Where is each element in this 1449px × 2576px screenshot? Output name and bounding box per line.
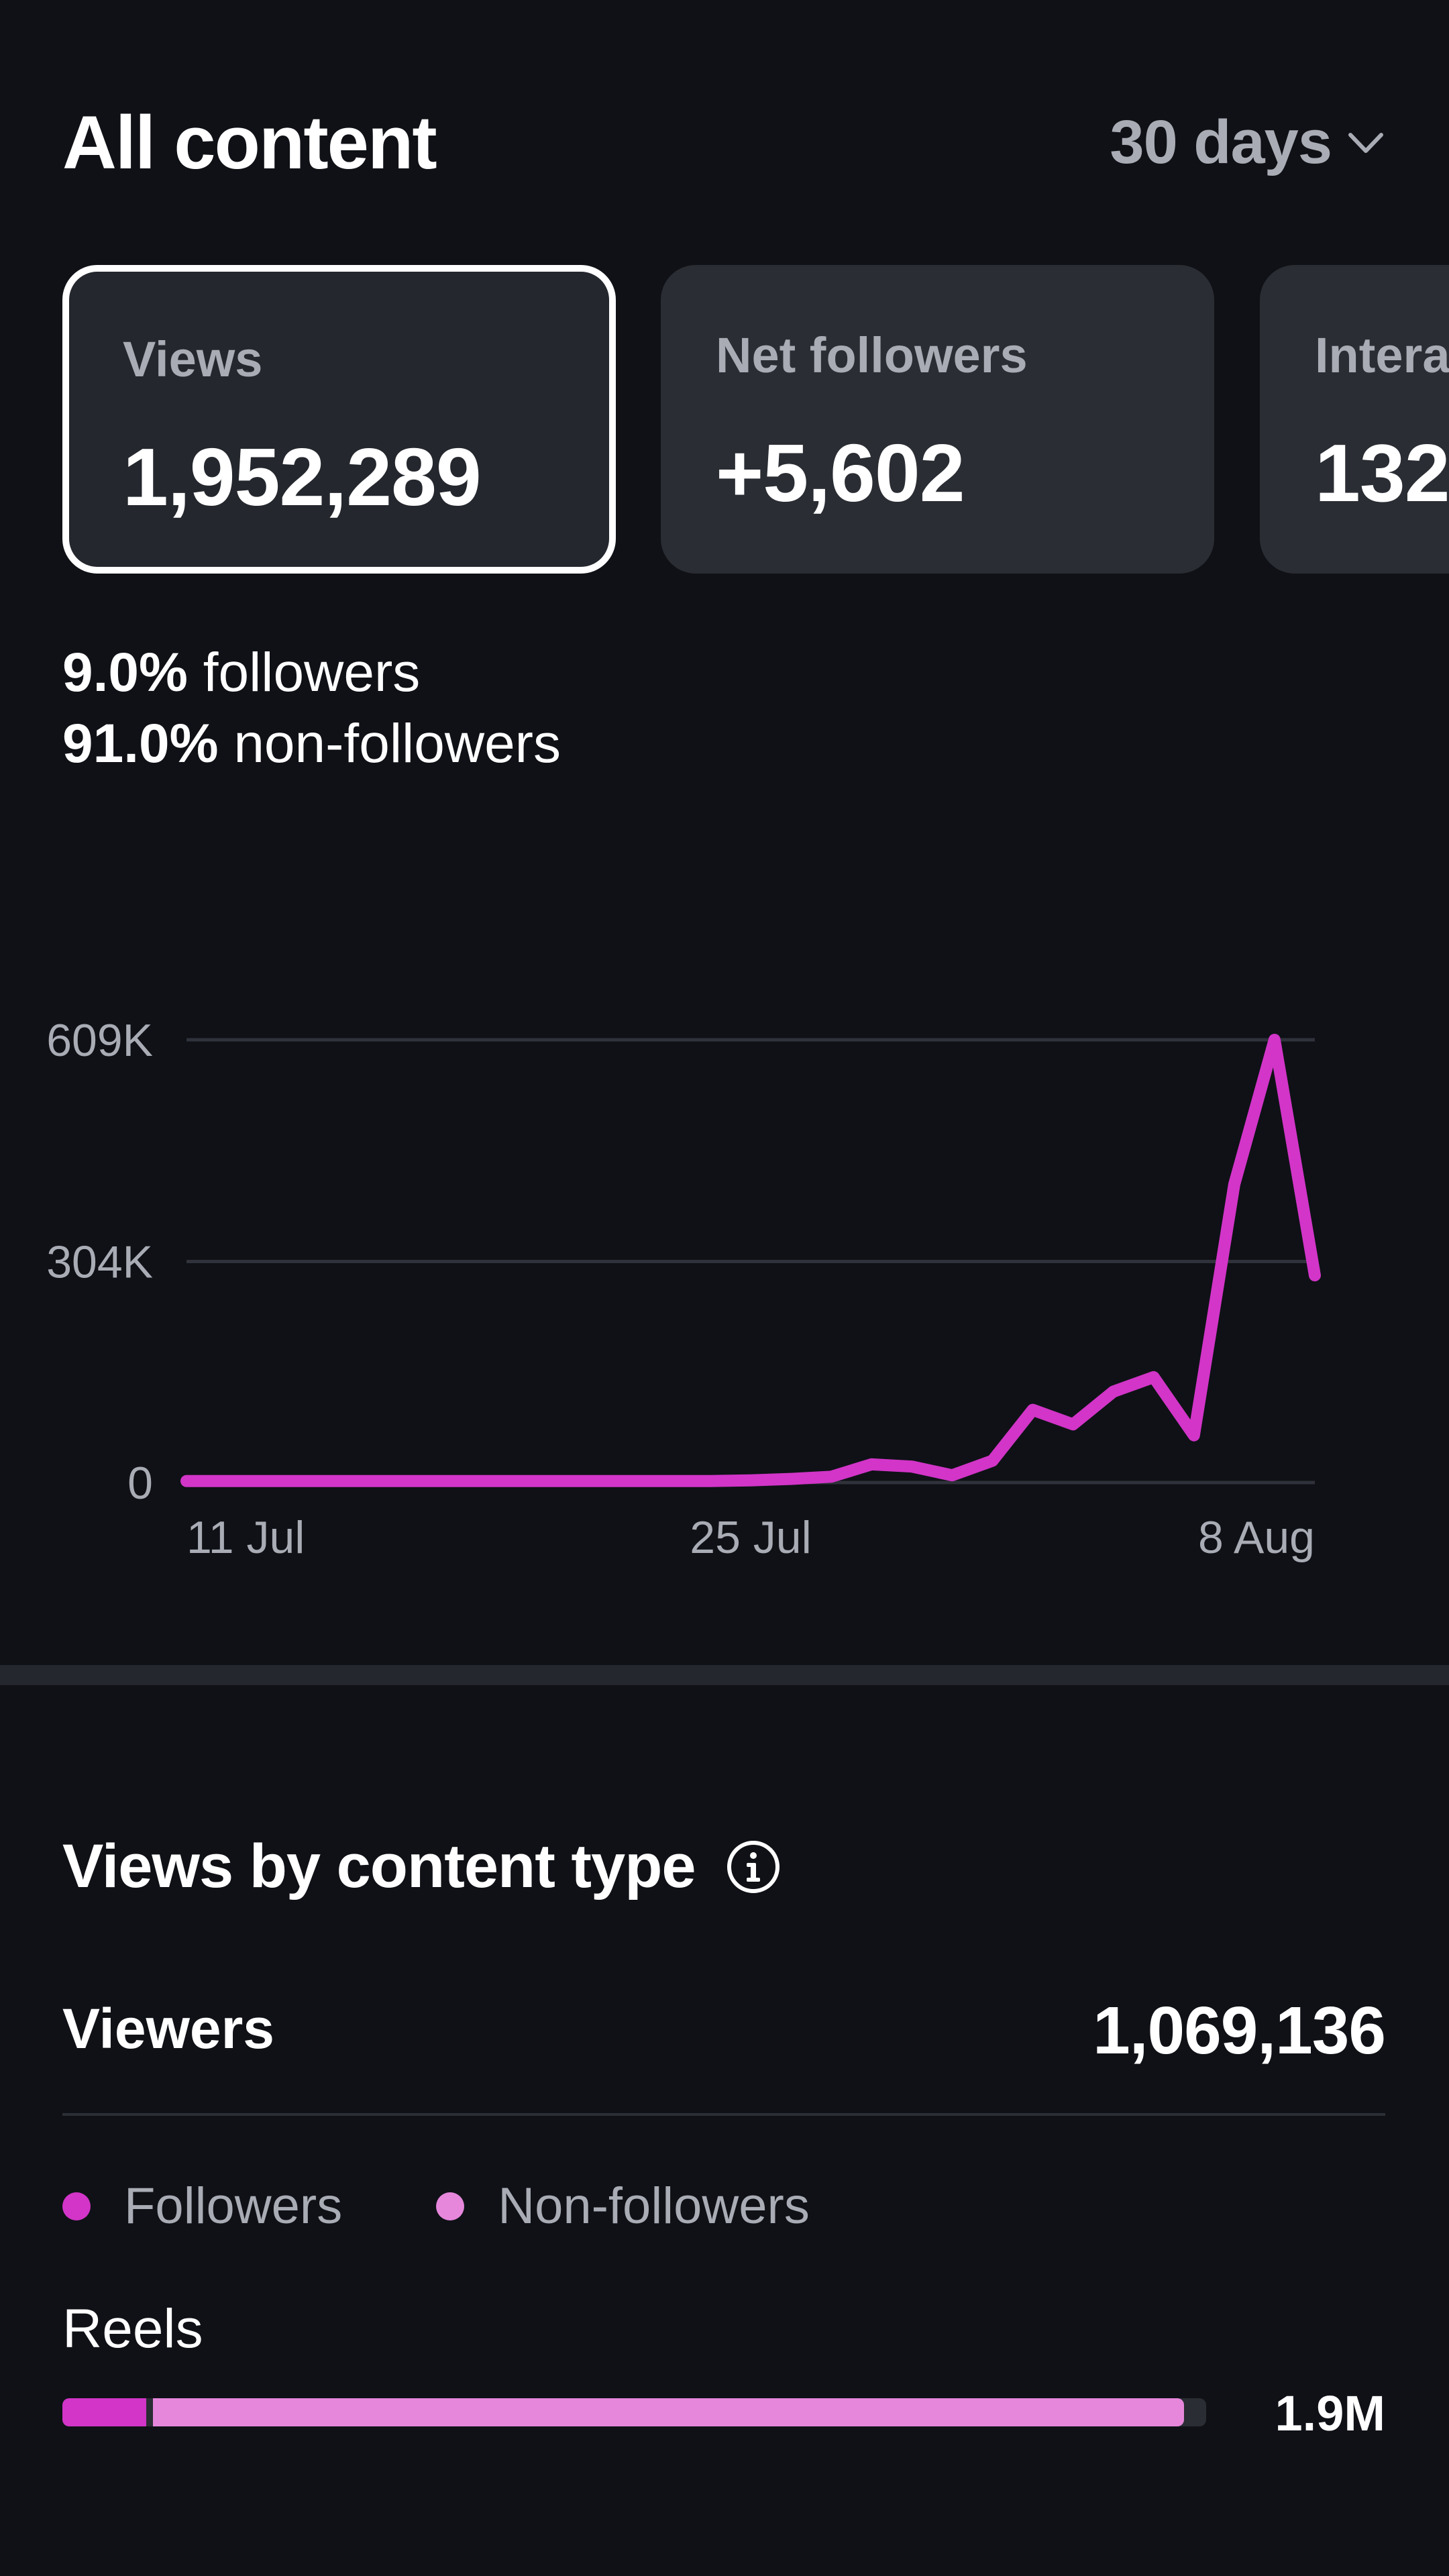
views-line-chart: 609K 304K 0 11 Jul 25 Jul 8 Aug [46,1015,1321,1563]
metric-card-label: Net followers [716,327,1028,383]
date-range-label: 30 days [1110,108,1332,176]
metric-card-value: 1,952,289 [123,431,482,523]
chevron-down-icon [1348,132,1383,153]
followers-percent: 9.0% [62,642,188,703]
x-tick-label: 11 Jul [186,1512,305,1563]
legend-item-followers: Followers [62,2177,342,2235]
y-tick-label: 304K [46,1237,153,1288]
content-type-header: Views by content type [62,1831,782,1902]
x-tick-label: 8 Aug [1198,1512,1315,1563]
metric-cards: Views 1,952,289 Net followers +5,602 Int… [62,265,1449,574]
reels-stacked-bar[interactable] [62,2398,1206,2426]
metric-card-interactions[interactable]: Interactions 132 [1260,265,1449,574]
metric-card-value: +5,602 [716,427,965,519]
date-range-select[interactable]: 30 days [1110,107,1384,178]
legend-label: Non-followers [498,2178,810,2235]
followers-text: followers [203,642,421,703]
audience-breakdown: 9.0% followers 91.0% non-followers [62,637,561,780]
metric-card-views[interactable]: Views 1,952,289 [62,265,616,574]
viewers-row: Viewers 1,069,136 [62,1992,1386,2068]
legend-dot [62,2192,91,2220]
metric-card-label: Interactions [1315,327,1449,383]
y-tick-label: 0 [127,1458,153,1509]
viewers-label: Viewers [62,1997,275,2060]
section-title: Views by content type [62,1832,696,1900]
viewers-value: 1,069,136 [1093,1993,1386,2068]
row-divider [62,2113,1385,2116]
header: All content 30 days [62,94,1384,188]
metric-card-value: 132 [1315,427,1449,519]
legend-item-non-followers: Non-followers [436,2177,810,2235]
legend-label: Followers [124,2178,343,2235]
views-series-line [180,1034,1321,1487]
followers-share: 9.0% followers [62,637,561,708]
page-title: All content [62,101,437,184]
content-type-legend: Followers Non-followers [62,2177,810,2235]
views-chart[interactable]: 609K 304K 0 11 Jul 25 Jul 8 Aug [0,993,1449,1597]
bar-segment-followers [62,2398,146,2426]
bar-segment-non-followers [153,2398,1184,2426]
y-tick-label: 609K [46,1015,153,1066]
content-row-label: Reels [62,2298,203,2359]
non-followers-text: non-followers [233,713,561,774]
content-row-value: 1.9M [1275,2385,1385,2441]
non-followers-percent: 91.0% [62,713,219,774]
section-divider [0,1665,1449,1685]
metric-card-net-followers[interactable]: Net followers +5,602 [661,265,1214,574]
info-icon[interactable] [725,1839,782,1895]
legend-dot [436,2192,465,2220]
non-followers-share: 91.0% non-followers [62,708,561,780]
metric-card-label: Views [123,331,263,387]
x-tick-label: 25 Jul [690,1512,811,1563]
